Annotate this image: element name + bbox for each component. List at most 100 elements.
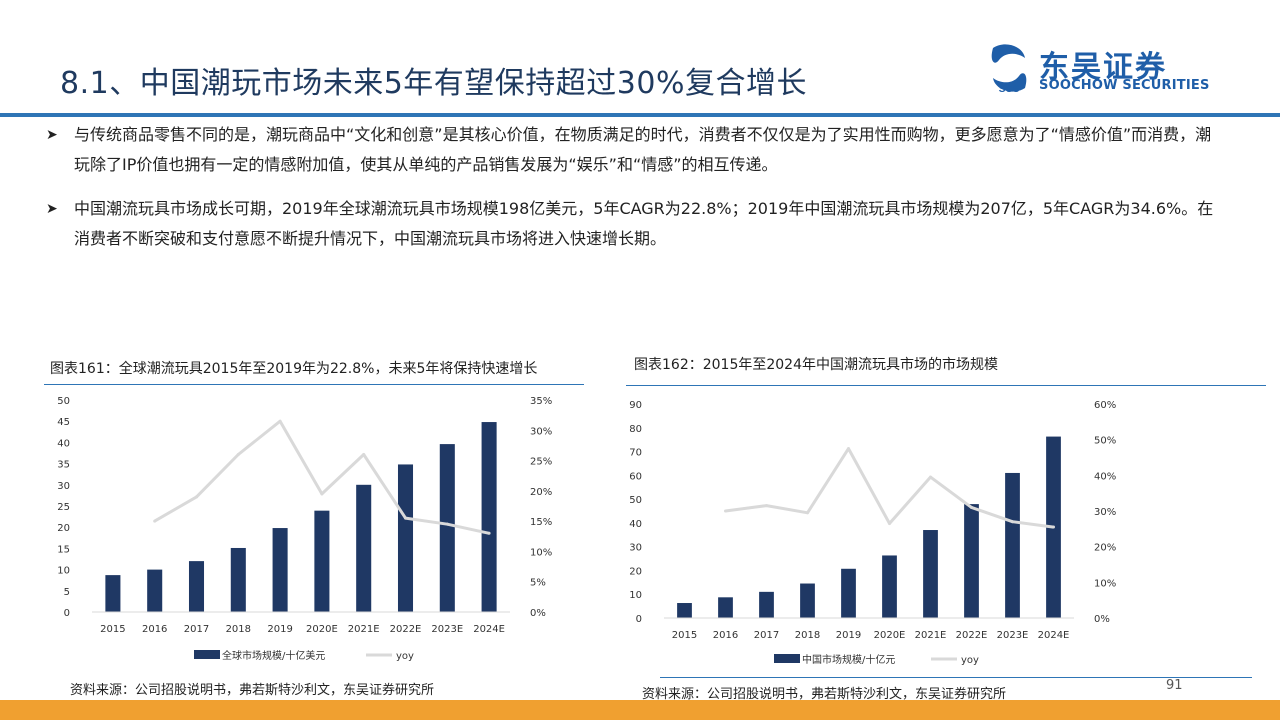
y-tick-label: 5 — [64, 587, 70, 598]
yoy-point — [765, 504, 768, 508]
yoy-line — [725, 447, 1054, 529]
bullet-item: ➤ 与传统商品零售不同的是，潮玩商品中“文化和创意”是其核心价值，在物质满足的时… — [46, 120, 1214, 180]
bar — [841, 568, 856, 618]
figure-title: 图表162：2015年至2024年中国潮流玩具市场的市场规模 — [634, 357, 998, 373]
x-tick-label: 2017 — [184, 624, 209, 635]
x-tick-label: 2020E — [306, 624, 338, 635]
y2-tick-label: 50% — [1094, 436, 1116, 447]
footer-bar — [0, 700, 1280, 720]
logo-mark-text: SCS — [999, 84, 1020, 94]
bullet-text: 与传统商品零售不同的是，潮玩商品中“文化和创意”是其核心价值，在物质满足的时代，… — [74, 125, 1212, 174]
arrow-bullet-icon: ➤ — [46, 127, 58, 143]
bar — [1005, 472, 1020, 618]
y2-tick-label: 5% — [530, 578, 546, 589]
x-tick-label: 2015 — [672, 630, 697, 641]
bar — [882, 555, 897, 618]
bar — [439, 444, 455, 612]
chart-svg: 0 10 20 30 40 50 60 70 80 90 0% 10% 20% 30% 40% 50% 60% 2… — [629, 400, 1116, 666]
chart-global-market: 0 5 10 15 20 25 30 35 40 45 50 0% 5% 10% 15% 20% 25% 30% 3… — [44, 388, 584, 670]
yoy-point — [888, 521, 891, 525]
bar — [964, 504, 979, 618]
bar — [188, 561, 205, 612]
y2-tick-label: 20% — [1094, 543, 1116, 554]
y-tick-label: 15 — [57, 544, 70, 555]
figure-source: 资料来源：公司招股说明书，弗若斯特沙利文，东吴证券研究所 — [642, 687, 1007, 702]
footer-divider — [660, 677, 1252, 678]
page-number: 91 — [1166, 678, 1183, 693]
y-tick-label: 35 — [57, 460, 70, 471]
y2-tick-label: 40% — [1094, 471, 1116, 482]
yoy-point — [929, 475, 932, 479]
figure-title: 图表161：全球潮流玩具2015年至2019年为22.8%，未来5年将保持快速增… — [50, 361, 538, 377]
x-tick-label: 2020E — [874, 630, 906, 641]
yoy-point — [1011, 520, 1014, 524]
bar — [718, 597, 733, 618]
yoy-point — [445, 522, 449, 526]
y-tick-label: 50 — [629, 495, 642, 506]
figure-source: 资料来源：公司招股说明书，弗若斯特沙利文，东吴证券研究所 — [70, 683, 435, 698]
yoy-point — [320, 492, 324, 496]
y-tick-label: 30 — [629, 543, 642, 554]
y-tick-label: 60 — [629, 471, 642, 482]
x-tick-label: 2017 — [754, 630, 779, 641]
bar — [356, 484, 372, 612]
y-tick-label: 90 — [629, 400, 642, 411]
bar — [759, 591, 774, 618]
yoy-point — [153, 519, 157, 523]
bar — [677, 603, 692, 618]
x-tick-label: 2016 — [713, 630, 738, 641]
x-tick-label: 2019 — [836, 630, 861, 641]
y2-tick-label: 30% — [1094, 507, 1116, 518]
yoy-point — [487, 531, 491, 535]
y2-tick-label: 30% — [530, 426, 552, 437]
bar — [314, 510, 330, 612]
figure-divider — [626, 385, 1266, 386]
x-tick-label: 2021E — [915, 630, 947, 641]
yoy-point — [236, 453, 240, 457]
bar — [800, 583, 815, 618]
title-divider — [0, 113, 1280, 117]
chart-svg: 0 5 10 15 20 25 30 35 40 45 50 0% 5% 10% 15% 20% 25% 30% 3… — [57, 396, 552, 662]
y2-tick-label: 60% — [1094, 400, 1116, 411]
y-tick-label: 45 — [57, 417, 70, 428]
yoy-point — [404, 516, 407, 520]
chart-china-market: 0 10 20 30 40 50 60 70 80 90 0% 10% 20% 30% 40% 50% 60% 2… — [626, 390, 1266, 674]
bar — [105, 575, 121, 612]
bar — [147, 569, 163, 612]
yoy-point — [1052, 525, 1055, 529]
x-tick-label: 2022E — [390, 624, 422, 635]
page-title: 8.1、中国潮玩市场未来5年有望保持超过30%复合增长 — [60, 66, 807, 101]
legend-line-label: yoy — [961, 655, 979, 666]
y2-tick-label: 10% — [530, 547, 552, 558]
yoy-point — [362, 453, 366, 457]
y-tick-label: 0 — [64, 608, 70, 619]
x-tick-label: 2024E — [473, 624, 505, 635]
bullet-list: ➤ 与传统商品零售不同的是，潮玩商品中“文化和创意”是其核心价值，在物质满足的时… — [46, 120, 1214, 268]
yoy-point — [278, 419, 282, 423]
x-tick-label: 2019 — [267, 624, 292, 635]
y-tick-label: 30 — [57, 481, 70, 492]
y-tick-label: 0 — [636, 614, 642, 625]
y-tick-label: 20 — [57, 523, 70, 534]
y-tick-label: 80 — [629, 424, 642, 435]
logo-mark-icon: SCS — [991, 44, 1027, 94]
x-tick-label: 2021E — [348, 624, 380, 635]
y2-tick-label: 35% — [530, 396, 552, 407]
yoy-point — [195, 495, 198, 499]
y-tick-label: 10 — [57, 566, 70, 577]
y-tick-label: 20 — [629, 566, 642, 577]
logo-chinese-text: 东吴证券 — [1039, 50, 1167, 85]
legend-bar-label: 全球市场规模/十亿美元 — [222, 649, 325, 662]
y-tick-label: 25 — [57, 502, 70, 513]
figure-divider — [44, 384, 584, 385]
bullet-item: ➤ 中国潮流玩具市场成长可期，2019年全球潮流玩具市场规模198亿美元，5年C… — [46, 194, 1214, 254]
yoy-point — [724, 509, 727, 513]
legend-bar-swatch — [194, 650, 220, 659]
legend-line-label: yoy — [396, 651, 414, 662]
y-tick-label: 70 — [629, 448, 642, 459]
x-tick-label: 2023E — [997, 630, 1029, 641]
yoy-point — [806, 511, 809, 515]
arrow-bullet-icon: ➤ — [46, 201, 58, 217]
bar — [397, 464, 414, 612]
x-tick-label: 2018 — [795, 630, 820, 641]
